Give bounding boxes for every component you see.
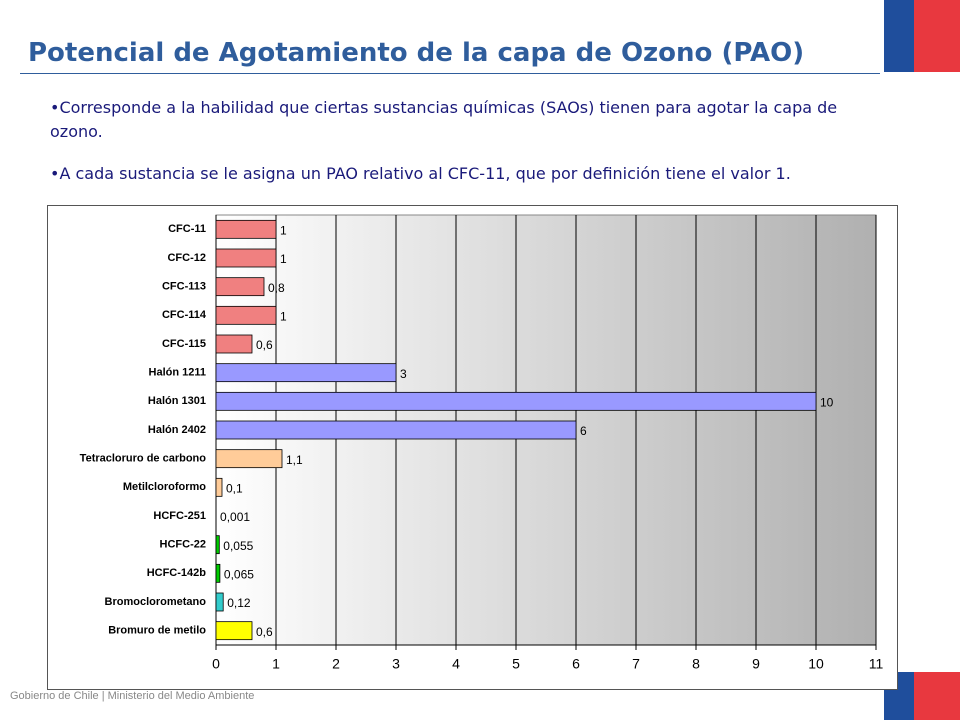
flag-red [914,0,960,72]
value-label: 1 [280,252,287,266]
bar [215,391,817,411]
y-tick-label: Bromoclorometano [105,596,207,608]
bullet: •A cada sustancia se le asigna un PAO re… [50,164,791,183]
bar [215,334,253,354]
x-tick-label: 0 [212,656,220,672]
value-label: 0,8 [268,281,285,295]
value-label: 0,065 [224,568,254,582]
x-tick-label: 8 [692,656,700,672]
x-tick-label: 10 [808,656,824,672]
bar [215,592,224,612]
title: Potencial de Agotamiento de la capa de O… [28,38,805,68]
y-tick-label: Halón 1211 [149,367,206,379]
y-tick-label: CFC-113 [162,281,206,293]
value-label: 6 [580,424,587,438]
value-label: 10 [820,396,834,410]
y-tick-label: Metilcloroformo [123,481,206,493]
x-tick-label: 9 [752,656,760,672]
bar [215,363,397,383]
bar [215,420,577,440]
flag-blue [884,0,914,72]
y-tick-label: CFC-11 [168,223,206,235]
x-tick-label: 4 [452,656,460,672]
y-tick-label: Bromuro de metilo [108,625,206,637]
x-tick-label: 2 [332,656,340,672]
bar [215,277,265,297]
y-tick-label: HCFC-251 [153,510,206,522]
bar [215,563,221,583]
value-label: 0,1 [226,482,243,496]
bar [215,477,223,497]
value-label: 0,6 [256,625,273,639]
y-tick-label: HCFC-22 [160,539,206,551]
chart: 0 1 2 3 4 5 6 7 8 9 10 11 CFC-11 1 CFC-12 1 CFC-113 0,8 CF… [47,205,898,690]
x-tick-label: 5 [512,656,520,672]
value-label: 0,6 [256,338,273,352]
bar [215,535,220,555]
bar [215,305,277,325]
value-label: 1 [280,224,287,238]
title-rule [20,73,880,74]
y-tick-label: CFC-12 [167,252,206,264]
y-tick-label: CFC-114 [162,309,207,321]
value-label: 1,1 [286,453,303,467]
value-label: 0,12 [227,596,251,610]
y-tick-label: HCFC-142b [147,567,207,579]
bar [215,449,283,469]
x-tick-label: 11 [869,656,884,672]
bar [215,621,253,641]
value-label: 3 [400,367,407,381]
value-label: 1 [280,310,287,324]
bar [215,219,277,239]
bar [215,248,277,268]
value-label: 0,055 [223,539,253,553]
value-label: 0,001 [220,510,250,524]
x-tick-label: 7 [632,656,640,672]
x-tick-label: 1 [272,656,280,672]
y-tick-label: Halón 1301 [148,395,206,407]
footer: Gobierno de Chile | Ministerio del Medio… [10,690,255,702]
flag-red [914,672,960,720]
x-tick-label: 6 [572,656,580,672]
bullet: •Corresponde a la habilidad que ciertas … [50,98,838,141]
y-tick-label: Tetracloruro de carbono [80,453,207,465]
x-tick-label: 3 [392,656,400,672]
y-tick-label: CFC-115 [162,338,206,350]
y-tick-label: Halón 2402 [148,424,206,436]
